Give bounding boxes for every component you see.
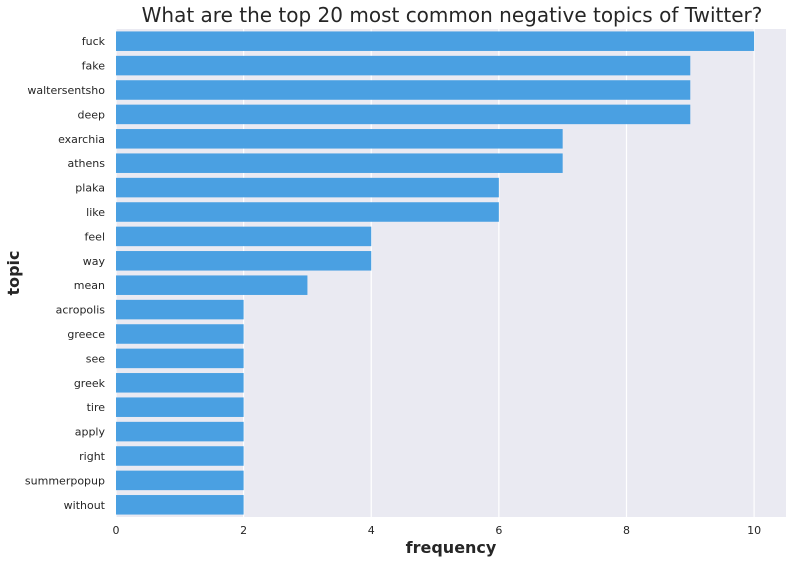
x-axis-title: frequency [406,538,497,557]
y-tick-label: way [83,255,106,268]
y-tick-label: greece [67,328,105,341]
y-tick-label: deep [78,108,106,121]
y-tick-label: right [79,450,106,463]
y-tick-label: like [86,206,105,219]
plot-area [116,29,786,517]
y-tick-label: see [86,352,105,365]
y-tick-label: athens [68,157,106,170]
y-tick-label: mean [74,279,105,292]
bar-greek [116,373,244,393]
bar-exarchia [116,129,563,149]
x-tick-label: 2 [240,524,247,537]
bar-fake [116,55,691,76]
bar-without [116,495,244,515]
y-tick-label: greek [74,377,106,390]
bar-way [116,251,372,271]
y-tick-label: fuck [82,35,106,48]
x-tick-label: 6 [495,524,502,537]
y-tick-label: tire [87,401,106,414]
bar-feel [116,226,372,247]
bar-mean [116,275,308,295]
bar-plaka [116,177,499,198]
bar-greece [116,324,244,344]
y-tick-label: fake [82,60,106,73]
bar-like [116,202,499,222]
y-tick-label: summerpopup [25,474,105,487]
y-tick-label: plaka [75,182,105,195]
chart-title: What are the top 20 most common negative… [142,3,763,27]
bar-see [116,348,244,369]
x-tick-label: 0 [113,524,120,537]
x-tick-labels: 0 2 4 6 8 10 [113,524,762,537]
y-tick-label: feel [85,230,105,243]
y-tick-label: waltersentsho [27,84,105,97]
bar-apply [116,421,244,442]
bar-acropolis [116,299,244,320]
y-tick-label: acropolis [56,304,106,317]
x-tick-label: 8 [623,524,630,537]
bar-tire [116,397,244,417]
y-axis-title: topic [4,250,23,295]
y-tick-label: apply [75,426,106,439]
bars [116,31,755,515]
y-tick-labels: fuck fake waltersentsho deep exarchia athens p… [25,35,106,512]
bar-fuck [116,31,755,51]
y-tick-label: without [64,499,106,512]
bar-athens [116,153,563,173]
y-tick-label: exarchia [58,133,105,146]
x-tick-label: 4 [368,524,375,537]
bar-waltersentsho [116,80,691,100]
x-tick-label: 10 [747,524,761,537]
bar-deep [116,104,691,125]
bar-right [116,446,244,466]
bar-summerpopup [116,470,244,491]
